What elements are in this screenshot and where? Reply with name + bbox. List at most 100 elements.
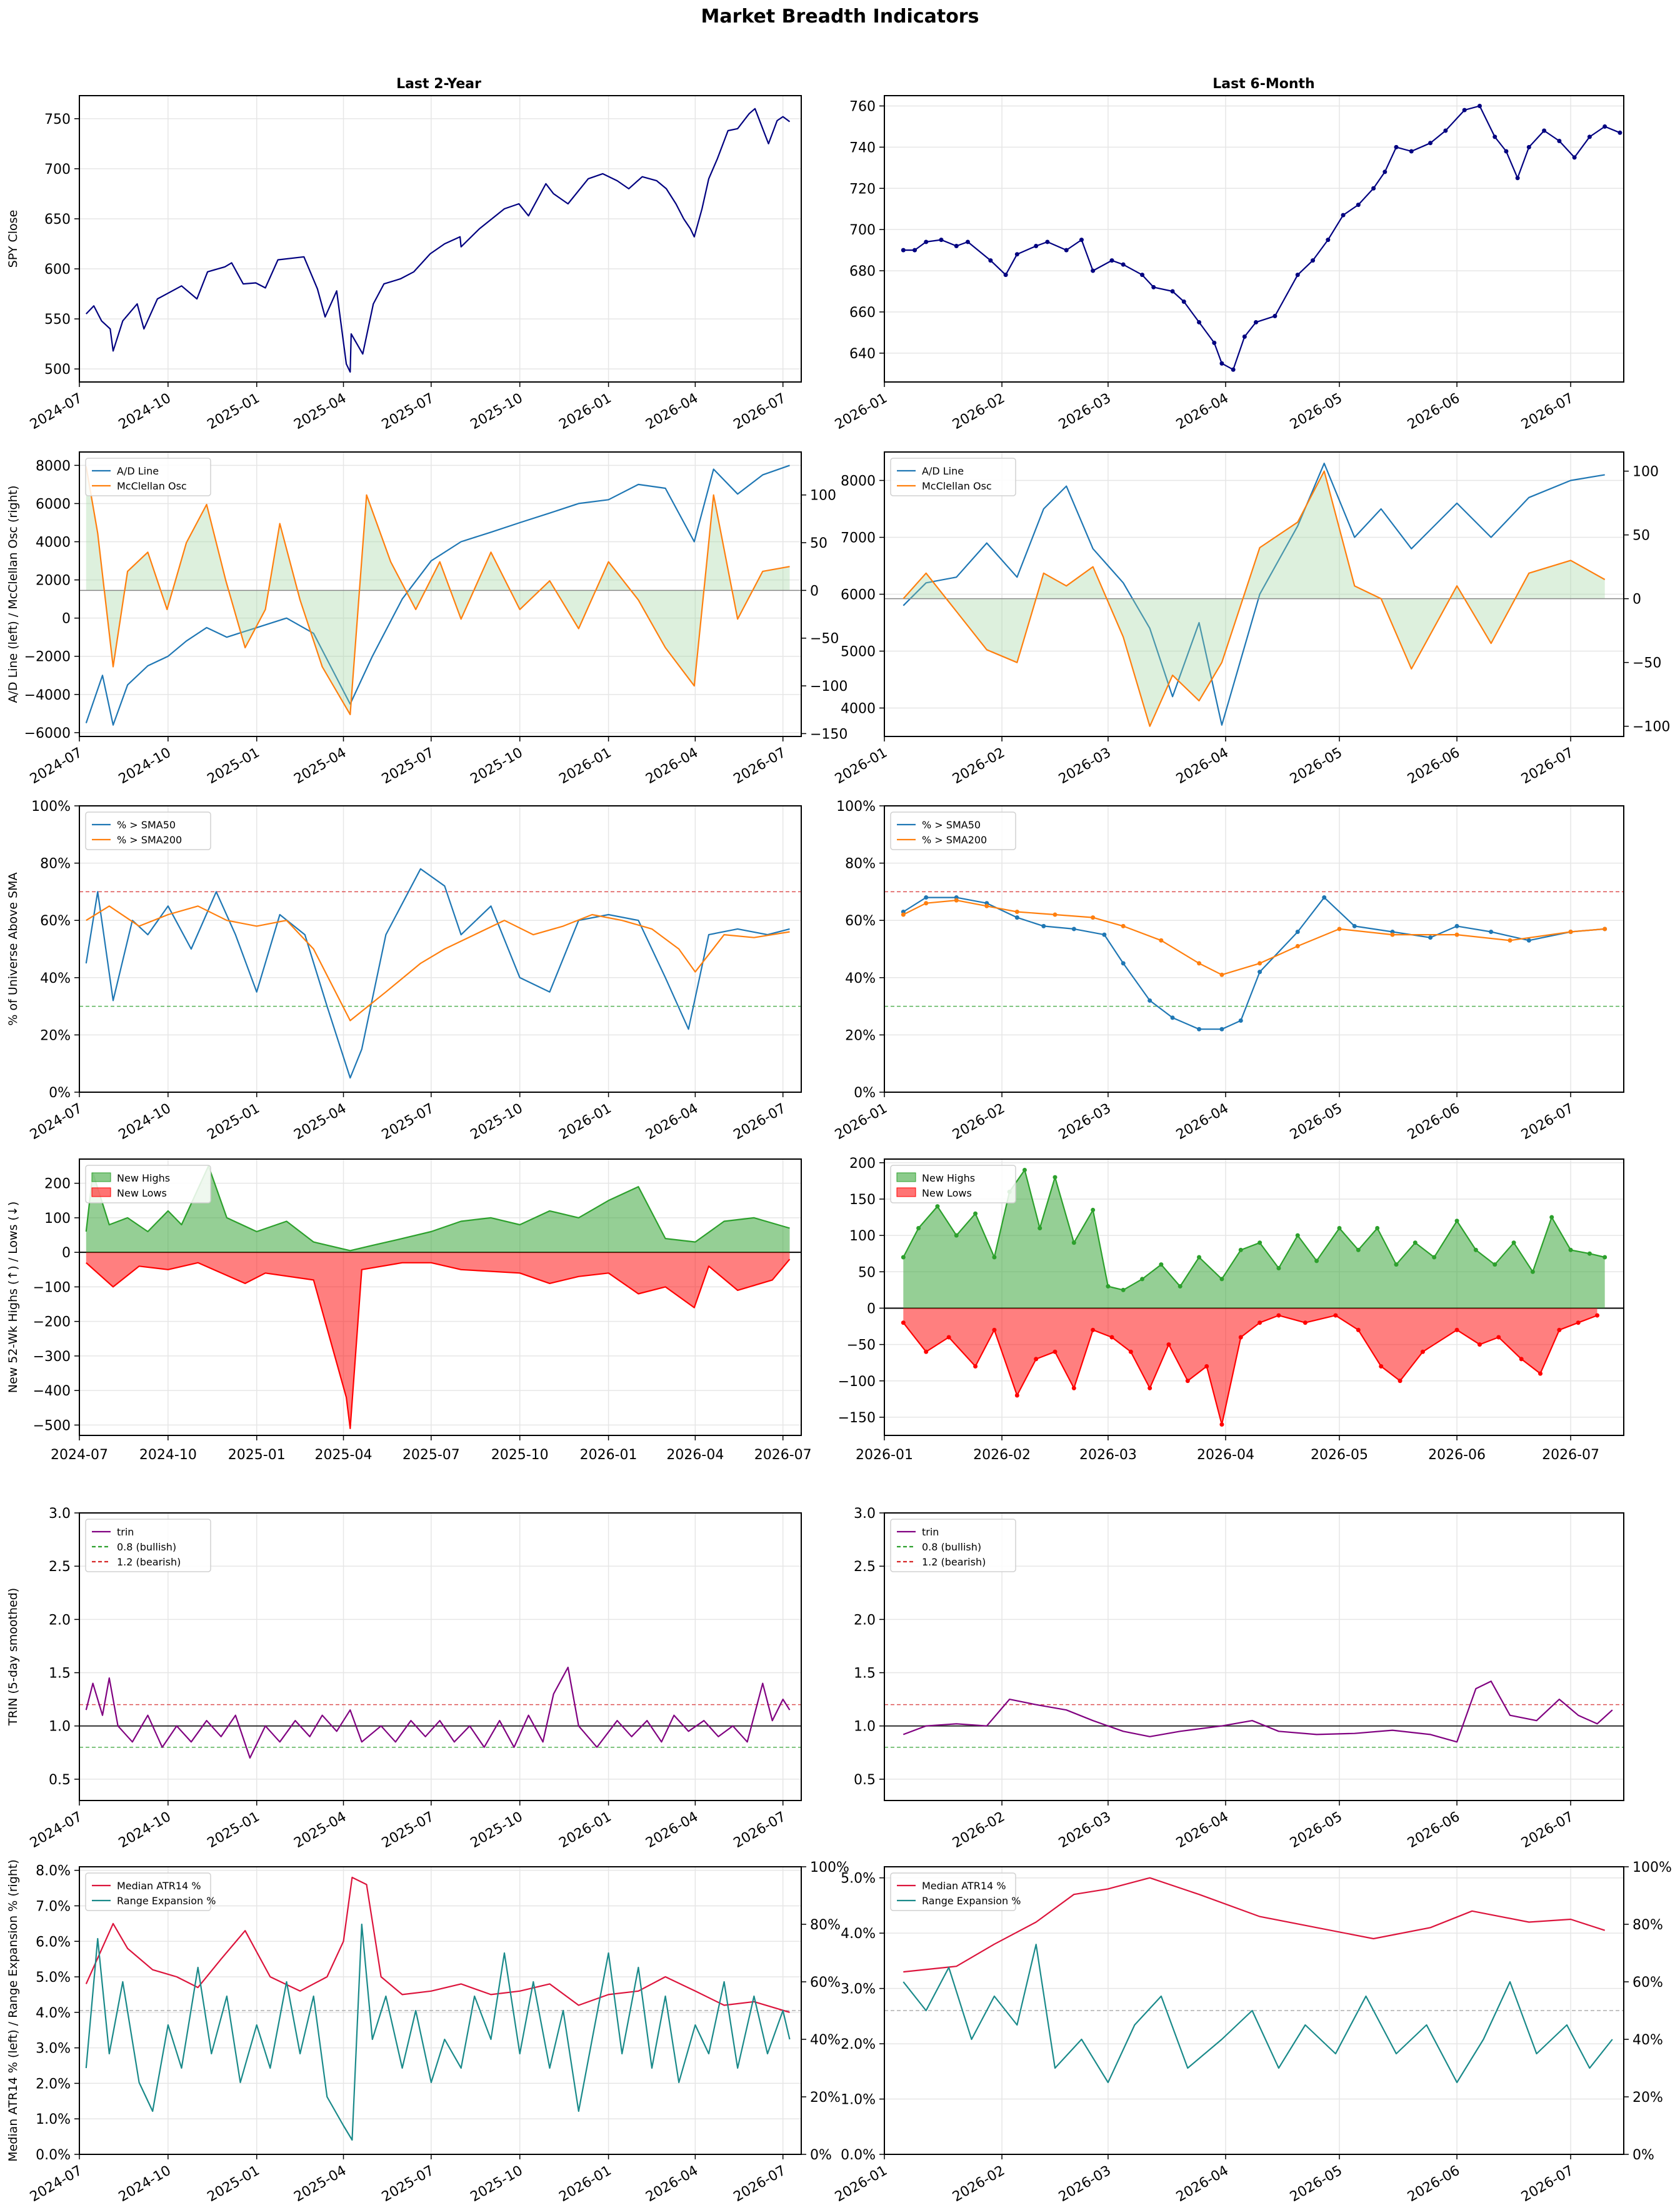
- axes-frame: [884, 805, 1624, 1093]
- data-point: [1034, 244, 1039, 249]
- data-point: [1170, 289, 1175, 294]
- legend-label: A/D Line: [117, 465, 159, 477]
- data-point: [1045, 239, 1050, 244]
- data-point: [1295, 273, 1300, 278]
- y-tick-label: 500: [44, 362, 71, 378]
- y-tick-label: 5000: [841, 645, 876, 660]
- y-tick-label: 720: [849, 181, 876, 197]
- series-line-trin: [902, 1680, 1613, 1743]
- y2-tick-label: 50: [810, 536, 828, 551]
- data-point: [1106, 1284, 1111, 1289]
- data-point: [1219, 1027, 1224, 1032]
- y2-tick-label: 20%: [810, 2090, 841, 2106]
- data-point: [1276, 1265, 1281, 1270]
- data-point: [924, 239, 929, 244]
- y-tick-label: 6.0%: [36, 1934, 71, 1950]
- y-tick-label: 100%: [31, 799, 71, 815]
- data-point: [1390, 932, 1395, 937]
- axes-frame: [884, 1158, 1624, 1436]
- legend-label: New Lows: [922, 1187, 972, 1199]
- data-point: [1212, 340, 1217, 345]
- axes-frame: [884, 1512, 1624, 1801]
- legend-label: 0.8 (bullish): [922, 1541, 981, 1553]
- series-line-spy-close: [86, 108, 791, 373]
- data-point: [1314, 1258, 1319, 1263]
- y-tick-label: 2.0: [49, 1612, 71, 1628]
- data-point: [1197, 319, 1202, 324]
- y-axis-label: Median ATR14 % (left) / Range Expansion …: [6, 1859, 20, 2162]
- data-point: [1204, 1364, 1209, 1369]
- area-new-highs: [86, 1166, 790, 1253]
- data-point: [1022, 1167, 1027, 1172]
- y-tick-label: −300: [33, 1349, 71, 1365]
- y-tick-label: −500: [33, 1418, 71, 1434]
- y-tick-label: −4000: [24, 688, 71, 703]
- y-tick-label: 8.0%: [36, 1864, 71, 1879]
- data-point: [1492, 1262, 1498, 1267]
- data-point: [901, 912, 906, 917]
- y2-tick-label: −50: [1632, 656, 1661, 671]
- y-tick-label: −50: [847, 1338, 876, 1354]
- y2-tick-label: 100: [810, 488, 836, 504]
- data-point: [1526, 144, 1531, 149]
- data-point: [1542, 128, 1547, 133]
- column-title-right: Last 6-Month: [1212, 76, 1314, 92]
- series-line--sma50: [85, 868, 790, 1079]
- series-line-range-expansion-: [85, 1923, 791, 2141]
- data-point: [1602, 124, 1608, 129]
- column-title-left: Last 2-Year: [396, 76, 481, 92]
- y2-tick-label: 60%: [810, 1975, 841, 1991]
- y-tick-label: 200: [849, 1156, 876, 1172]
- data-point: [1511, 1240, 1516, 1245]
- legend-box: [890, 1519, 1016, 1572]
- legend-label: trin: [117, 1526, 134, 1538]
- x-tick-label: 2026-03: [1079, 1447, 1137, 1463]
- y-tick-label: 100: [44, 1211, 71, 1227]
- legend-label: % > SMA200: [117, 834, 182, 846]
- y2-tick-label: 80%: [810, 1917, 841, 1933]
- y-tick-label: 2.0%: [36, 2076, 71, 2092]
- y-tick-label: 6000: [36, 496, 71, 512]
- data-point: [1014, 252, 1019, 257]
- data-point: [1356, 1327, 1361, 1332]
- y-axis-label: A/D Line (left) / McClellan Osc (right): [6, 486, 20, 703]
- x-tick-label: 2025-07: [402, 1447, 460, 1463]
- data-point: [1140, 273, 1145, 278]
- data-point: [1337, 1226, 1342, 1230]
- data-point: [1302, 1320, 1308, 1325]
- data-point: [1254, 319, 1259, 324]
- y2-tick-label: 0%: [1632, 2147, 1654, 2163]
- data-point: [1508, 938, 1512, 943]
- y-tick-label: 750: [44, 112, 71, 128]
- series-line-mcclellan-osc: [902, 470, 1606, 727]
- y-tick-label: 100: [849, 1228, 876, 1244]
- y2-tick-label: 80%: [1632, 1917, 1663, 1933]
- data-point: [1337, 927, 1342, 932]
- series-line--sma200: [86, 905, 790, 1022]
- y-tick-label: 3.0: [854, 1506, 876, 1522]
- data-point: [901, 1320, 906, 1325]
- legend-box: [85, 1519, 211, 1572]
- y-tick-label: 1.0: [854, 1719, 876, 1735]
- legend-label: New Lows: [117, 1187, 167, 1199]
- data-point: [1454, 923, 1459, 928]
- data-point: [965, 239, 970, 244]
- x-tick-label: 2026-04: [666, 1447, 724, 1463]
- y-tick-label: 0.0%: [841, 2147, 876, 2163]
- y-tick-label: 740: [849, 140, 876, 156]
- x-tick-label: 2025-04: [315, 1447, 372, 1463]
- y-tick-label: 8000: [36, 458, 71, 474]
- data-point: [1504, 149, 1509, 154]
- y2-tick-label: 40%: [810, 2032, 841, 2048]
- y2-tick-label: 0: [810, 583, 819, 599]
- legend-box: [85, 1872, 211, 1911]
- series-line-mcclellan-osc: [85, 466, 790, 716]
- y-tick-label: 680: [849, 264, 876, 279]
- data-point: [1454, 932, 1459, 937]
- x-tick-label: 2026-02: [973, 1447, 1031, 1463]
- y-tick-label: 1.0%: [36, 2112, 71, 2127]
- y-tick-label: 40%: [845, 971, 876, 987]
- series-line-median-atr14-: [903, 1877, 1606, 1973]
- data-point: [1121, 961, 1126, 966]
- data-point: [984, 903, 989, 908]
